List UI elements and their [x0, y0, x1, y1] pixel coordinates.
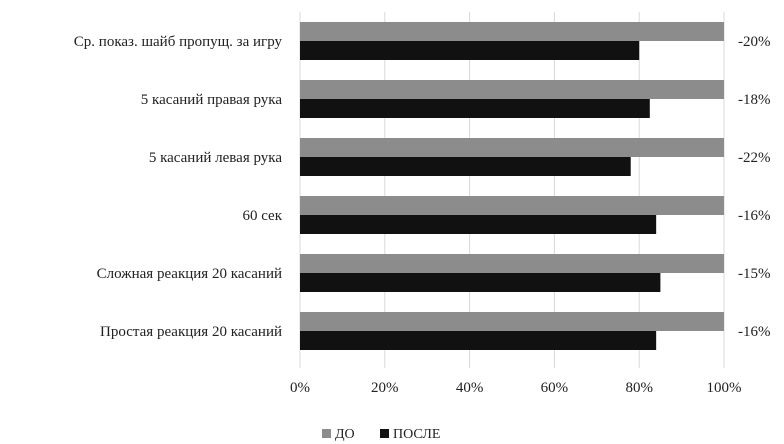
- legend-swatch: [322, 429, 331, 438]
- bar-posle: [300, 41, 640, 60]
- category-label: 5 касаний правая рука: [141, 92, 283, 108]
- bar-do: [300, 22, 724, 41]
- bar-do: [300, 196, 724, 215]
- change-label: -15%: [738, 266, 771, 282]
- legend-label: ПОСЛЕ: [393, 427, 440, 442]
- x-tick-label: 100%: [707, 380, 742, 396]
- x-tick-label: 80%: [625, 380, 653, 396]
- category-label: Сложная реакция 20 касаний: [97, 266, 282, 282]
- bar-do: [300, 138, 724, 157]
- x-tick-label: 20%: [371, 380, 399, 396]
- legend-swatch: [380, 429, 389, 438]
- change-label: -16%: [738, 324, 771, 340]
- bar-do: [300, 312, 724, 331]
- bar-posle: [300, 331, 657, 350]
- change-label: -22%: [738, 150, 771, 166]
- bar-do: [300, 80, 724, 99]
- x-tick-label: 40%: [456, 380, 484, 396]
- bar-posle: [300, 99, 650, 118]
- change-labels: -20% -18% -22% -16% -15% -16%: [738, 34, 771, 340]
- change-label: -16%: [738, 208, 771, 224]
- category-labels: Ср. показ. шайб пропущ. за игру 5 касаний…: [74, 34, 283, 340]
- bar-posle: [300, 215, 657, 234]
- gridlines: [299, 12, 725, 368]
- change-label: -18%: [738, 92, 771, 108]
- bar-posle: [300, 273, 661, 292]
- x-tick-label: 60%: [541, 380, 569, 396]
- category-label: Простая реакция 20 касаний: [100, 324, 282, 340]
- category-label: 5 касаний левая рука: [149, 150, 282, 166]
- change-label: -20%: [738, 34, 771, 50]
- bar-posle: [300, 157, 631, 176]
- x-tick-label: 0%: [290, 380, 310, 396]
- category-label: 60 сек: [242, 208, 282, 224]
- legend-label: ДО: [335, 427, 355, 442]
- category-label: Ср. показ. шайб пропущ. за игру: [74, 34, 283, 50]
- legend: ДО ПОСЛЕ: [322, 427, 440, 442]
- bars: [300, 22, 724, 350]
- x-axis-ticks: 0% 20% 40% 60% 80% 100%: [290, 380, 742, 396]
- bar-do: [300, 254, 724, 273]
